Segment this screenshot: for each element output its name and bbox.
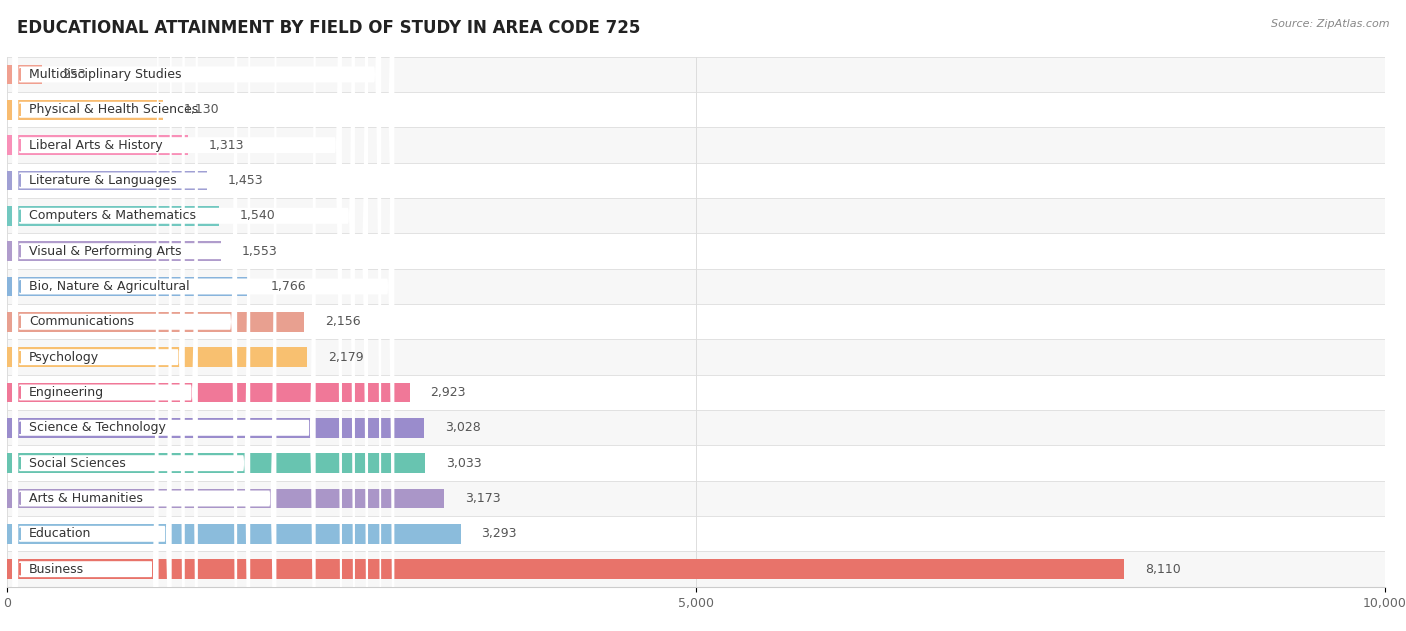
FancyBboxPatch shape <box>13 0 342 631</box>
FancyBboxPatch shape <box>13 0 172 631</box>
Text: Science & Technology: Science & Technology <box>30 422 166 434</box>
Text: 2,923: 2,923 <box>430 386 465 399</box>
Bar <box>7 489 444 508</box>
Bar <box>7 418 425 437</box>
Bar <box>7 92 1385 127</box>
Bar <box>7 65 42 84</box>
Text: Education: Education <box>30 528 91 540</box>
Text: 1,130: 1,130 <box>183 103 219 116</box>
Text: 3,028: 3,028 <box>444 422 481 434</box>
Text: Social Sciences: Social Sciences <box>30 457 125 469</box>
Text: Computers & Mathematics: Computers & Mathematics <box>30 209 195 222</box>
Bar <box>7 171 207 190</box>
Text: 1,553: 1,553 <box>242 245 277 257</box>
Bar <box>7 524 461 543</box>
Text: 3,033: 3,033 <box>446 457 481 469</box>
FancyBboxPatch shape <box>13 0 184 631</box>
FancyBboxPatch shape <box>13 0 238 631</box>
Bar <box>7 383 409 402</box>
Text: Engineering: Engineering <box>30 386 104 399</box>
FancyBboxPatch shape <box>13 0 342 631</box>
FancyBboxPatch shape <box>13 0 394 631</box>
Text: Source: ZipAtlas.com: Source: ZipAtlas.com <box>1271 19 1389 29</box>
Bar <box>7 277 250 296</box>
FancyBboxPatch shape <box>13 0 198 631</box>
Text: 1,313: 1,313 <box>208 139 245 151</box>
Bar <box>7 57 1385 92</box>
Text: EDUCATIONAL ATTAINMENT BY FIELD OF STUDY IN AREA CODE 725: EDUCATIONAL ATTAINMENT BY FIELD OF STUDY… <box>17 19 640 37</box>
Bar <box>7 312 304 331</box>
Bar <box>7 375 1385 410</box>
Bar <box>7 269 1385 304</box>
FancyBboxPatch shape <box>13 0 354 631</box>
Text: Business: Business <box>30 563 84 575</box>
FancyBboxPatch shape <box>13 0 381 631</box>
FancyBboxPatch shape <box>13 0 250 631</box>
Text: 2,156: 2,156 <box>325 316 360 328</box>
Text: Psychology: Psychology <box>30 351 100 363</box>
Text: 2,179: 2,179 <box>328 351 364 363</box>
FancyBboxPatch shape <box>13 0 368 631</box>
Bar <box>7 454 425 473</box>
Bar <box>7 560 1125 579</box>
Bar <box>7 198 1385 233</box>
FancyBboxPatch shape <box>13 0 277 631</box>
Bar <box>7 348 308 367</box>
Bar <box>7 136 188 155</box>
Bar <box>7 339 1385 375</box>
Text: Physical & Health Sciences: Physical & Health Sciences <box>30 103 198 116</box>
Bar <box>7 410 1385 445</box>
Bar <box>7 127 1385 163</box>
Bar <box>7 100 163 119</box>
Bar <box>7 206 219 225</box>
Text: 8,110: 8,110 <box>1144 563 1181 575</box>
Bar <box>7 516 1385 551</box>
Bar <box>7 481 1385 516</box>
Bar <box>7 242 221 261</box>
Text: Liberal Arts & History: Liberal Arts & History <box>30 139 163 151</box>
Text: Literature & Languages: Literature & Languages <box>30 174 177 187</box>
Text: Arts & Humanities: Arts & Humanities <box>30 492 143 505</box>
Bar <box>7 304 1385 339</box>
Bar <box>7 445 1385 481</box>
Text: Communications: Communications <box>30 316 134 328</box>
Text: 1,540: 1,540 <box>240 209 276 222</box>
Text: Multidisciplinary Studies: Multidisciplinary Studies <box>30 68 181 81</box>
Bar <box>7 233 1385 269</box>
Text: 1,766: 1,766 <box>271 280 307 293</box>
FancyBboxPatch shape <box>13 0 394 631</box>
Text: 3,173: 3,173 <box>465 492 501 505</box>
Text: Bio, Nature & Agricultural: Bio, Nature & Agricultural <box>30 280 190 293</box>
FancyBboxPatch shape <box>13 0 316 631</box>
Bar <box>7 551 1385 587</box>
Bar <box>7 163 1385 198</box>
Text: 3,293: 3,293 <box>481 528 517 540</box>
Text: 253: 253 <box>62 68 86 81</box>
FancyBboxPatch shape <box>13 0 159 631</box>
Text: 1,453: 1,453 <box>228 174 263 187</box>
Text: Visual & Performing Arts: Visual & Performing Arts <box>30 245 181 257</box>
